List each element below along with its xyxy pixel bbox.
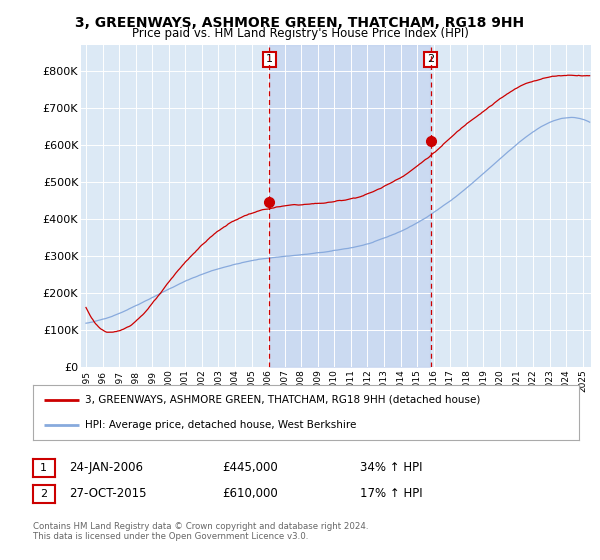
Text: Contains HM Land Registry data © Crown copyright and database right 2024.
This d: Contains HM Land Registry data © Crown c… [33,522,368,542]
Text: 24-JAN-2006: 24-JAN-2006 [69,461,143,474]
Text: HPI: Average price, detached house, West Berkshire: HPI: Average price, detached house, West… [85,420,356,430]
Text: 1: 1 [266,54,273,64]
Text: 1: 1 [40,463,47,473]
Text: £610,000: £610,000 [222,487,278,501]
Text: Price paid vs. HM Land Registry's House Price Index (HPI): Price paid vs. HM Land Registry's House … [131,27,469,40]
Text: 2: 2 [40,489,47,499]
Text: 3, GREENWAYS, ASHMORE GREEN, THATCHAM, RG18 9HH: 3, GREENWAYS, ASHMORE GREEN, THATCHAM, R… [76,16,524,30]
Text: £445,000: £445,000 [222,461,278,474]
Text: 2: 2 [427,54,434,64]
Text: 17% ↑ HPI: 17% ↑ HPI [360,487,422,501]
Text: 27-OCT-2015: 27-OCT-2015 [69,487,146,501]
Text: 3, GREENWAYS, ASHMORE GREEN, THATCHAM, RG18 9HH (detached house): 3, GREENWAYS, ASHMORE GREEN, THATCHAM, R… [85,395,480,404]
Text: 34% ↑ HPI: 34% ↑ HPI [360,461,422,474]
